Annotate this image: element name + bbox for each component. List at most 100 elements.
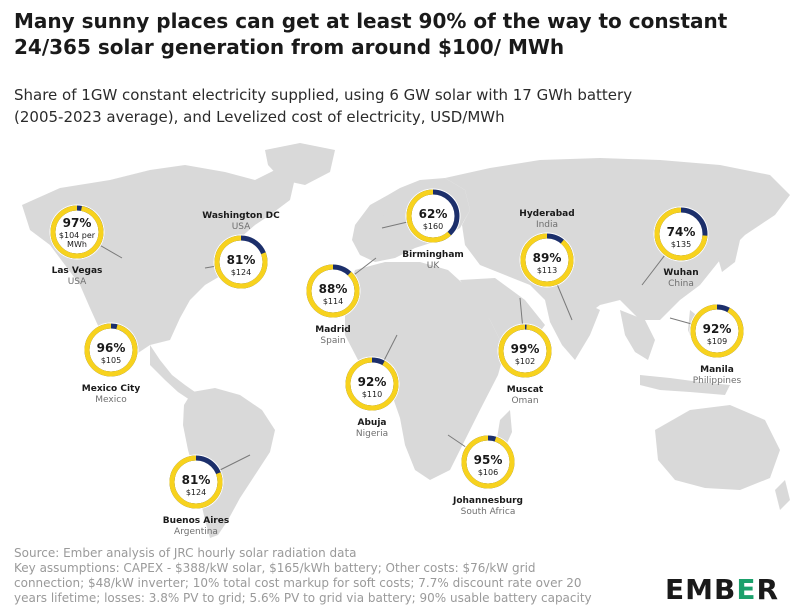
ring-background	[405, 188, 461, 244]
cost-label-madrid: $114	[323, 297, 343, 306]
ring-background	[213, 234, 269, 290]
ring-share-buenos-aires	[169, 455, 223, 509]
cost-label-hyderabad: $113	[537, 266, 557, 275]
source-note: Source: Ember analysis of JRC hourly sol…	[14, 546, 357, 560]
share-label-hyderabad: 89%	[533, 251, 562, 265]
share-label-manila: 92%	[703, 322, 732, 336]
land-india	[545, 300, 600, 360]
ring-share-wuhan	[654, 207, 708, 261]
chart-subtitle-line-2: (2005-2023 average), and Levelized cost …	[14, 108, 505, 126]
ring-background	[497, 323, 553, 379]
ring-background	[168, 454, 224, 510]
city-name-manila: Manila	[700, 365, 734, 375]
ring-background	[49, 204, 105, 260]
cost-label-buenos-aires: $124	[186, 488, 206, 497]
cost-unit-las-vegas: MWh	[67, 240, 87, 249]
cost-label-manila: $109	[707, 337, 727, 346]
share-label-wuhan: 74%	[667, 225, 696, 239]
city-name-johannesburg: Johannesburg	[452, 496, 523, 506]
land-africa	[345, 262, 505, 480]
assumptions-line-3: years lifetime; losses: 3.8% PV to grid;…	[14, 591, 592, 605]
share-label-muscat: 99%	[511, 342, 540, 356]
share-label-washington-dc: 81%	[227, 253, 256, 267]
chart-subtitle-line-1: Share of 1GW constant electricity suppli…	[14, 86, 633, 104]
chart-subtitle: Share of 1GW constant electricity suppli…	[14, 84, 784, 128]
ember-logo: EMBER	[665, 573, 780, 606]
cost-label-birmingham: $160	[423, 222, 443, 231]
ring-background	[689, 303, 745, 359]
city-name-madrid: Madrid	[315, 325, 350, 335]
chart-title-line-1: Many sunny places can get at least 90% o…	[14, 9, 728, 33]
chart-title-line-2: 24/365 solar generation from around $100…	[14, 35, 565, 59]
country-name-wuhan: China	[668, 279, 694, 289]
country-name-muscat: Oman	[511, 396, 538, 406]
share-label-birmingham: 62%	[419, 207, 448, 221]
country-name-las-vegas: USA	[68, 277, 87, 287]
city-name-buenos-aires: Buenos Aires	[163, 516, 229, 526]
country-name-manila: Philippines	[693, 376, 742, 386]
country-name-birmingham: UK	[427, 261, 441, 271]
cost-label-johannesburg: $106	[478, 468, 498, 477]
assumptions-line-1: Key assumptions: CAPEX - $388/kW solar, …	[14, 561, 536, 575]
country-name-mexico-city: Mexico	[95, 395, 127, 405]
city-name-birmingham: Birmingham	[402, 250, 464, 260]
ring-share-mexico-city	[84, 323, 138, 377]
ring-share-johannesburg	[461, 435, 515, 489]
city-name-washington-dc: Washington DC	[202, 211, 280, 221]
country-name-washington-dc: USA	[232, 222, 251, 232]
share-label-johannesburg: 95%	[474, 453, 503, 467]
ring-share-manila	[690, 304, 744, 358]
ring-share-abuja	[345, 357, 399, 411]
country-name-hyderabad: India	[536, 220, 558, 230]
land-uk	[371, 212, 386, 236]
country-name-abuja: Nigeria	[356, 429, 388, 439]
country-name-buenos-aires: Argentina	[174, 527, 218, 537]
assumptions-line-2: connection; $48/kW inverter; 10% total c…	[14, 576, 582, 590]
ring-background	[460, 434, 516, 490]
ring-share-muscat	[498, 324, 552, 378]
land-southeast-asia	[620, 310, 655, 360]
cost-label-mexico-city: $105	[101, 356, 121, 365]
cost-label-las-vegas: $104 per	[59, 231, 96, 240]
ring-share-washington-dc	[214, 235, 268, 289]
ring-share-las-vegas	[50, 205, 104, 259]
ring-background	[519, 232, 575, 288]
ring-background	[83, 322, 139, 378]
land-greenland	[265, 143, 335, 185]
cost-label-abuja: $110	[362, 390, 382, 399]
share-label-mexico-city: 96%	[97, 341, 126, 355]
cost-label-washington-dc: $124	[231, 268, 251, 277]
city-name-abuja: Abuja	[358, 418, 387, 428]
cost-label-wuhan: $135	[671, 240, 691, 249]
ring-share-hyderabad	[520, 233, 574, 287]
city-name-wuhan: Wuhan	[663, 268, 698, 278]
share-label-abuja: 92%	[358, 375, 387, 389]
land-new-zealand	[775, 480, 790, 510]
ring-share-birmingham	[406, 189, 460, 243]
country-name-madrid: Spain	[320, 336, 345, 346]
land-australia	[655, 405, 780, 490]
chart-title: Many sunny places can get at least 90% o…	[14, 8, 784, 60]
land-masses	[22, 143, 790, 538]
city-name-muscat: Muscat	[507, 385, 544, 395]
ring-background	[653, 206, 709, 262]
ring-background	[344, 356, 400, 412]
ring-background	[305, 263, 361, 319]
city-name-mexico-city: Mexico City	[82, 384, 141, 394]
land-indonesia	[640, 375, 730, 395]
footer-notes: Source: Ember analysis of JRC hourly sol…	[14, 546, 654, 606]
share-label-buenos-aires: 81%	[182, 473, 211, 487]
city-name-las-vegas: Las Vegas	[52, 266, 103, 276]
